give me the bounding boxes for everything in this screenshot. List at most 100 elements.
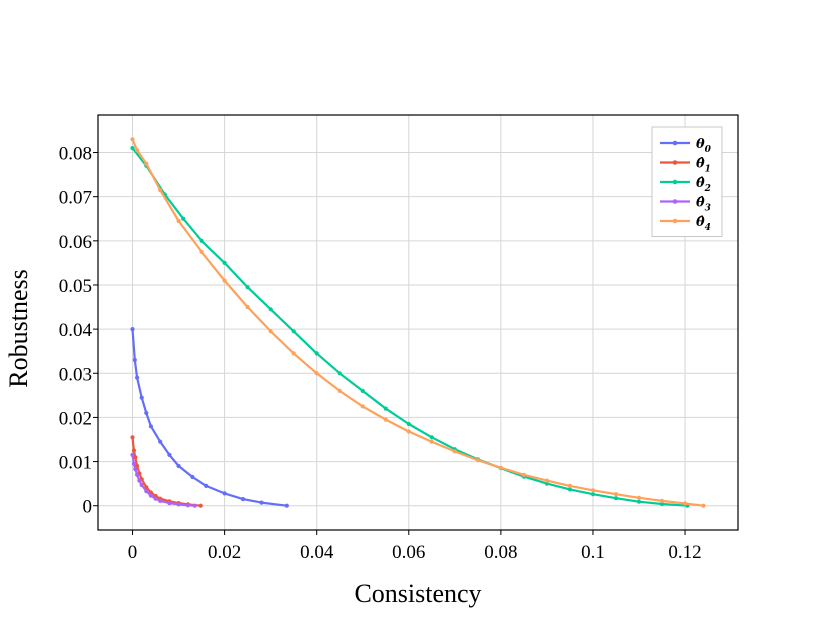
data-point [222, 278, 227, 283]
y-tick-label: 0.07 [59, 188, 92, 209]
data-point [132, 357, 137, 363]
data-point [222, 260, 227, 265]
data-point [360, 404, 365, 409]
data-point [429, 439, 434, 444]
data-point [429, 435, 434, 440]
data-point [337, 371, 342, 376]
data-point [181, 216, 186, 221]
data-point [176, 218, 181, 224]
data-point [176, 502, 181, 507]
data-point [544, 478, 550, 483]
data-point [521, 472, 527, 477]
data-point [544, 481, 550, 486]
data-point [135, 148, 140, 153]
data-point [176, 463, 181, 469]
data-point [314, 371, 319, 376]
legend: θ0 θ̂1θ̂2 θ̂3θ̂4 [651, 126, 723, 237]
data-point [406, 429, 411, 434]
series-3 [130, 452, 197, 508]
x-tick-label: 0.08 [484, 542, 517, 563]
data-point [199, 238, 204, 243]
legend-label: θ0 [696, 137, 712, 155]
y-tick-label: 0.06 [59, 232, 92, 253]
data-point [144, 410, 149, 416]
data-point [135, 463, 140, 469]
legend-item: θ̂3 [660, 196, 711, 214]
data-point [135, 375, 140, 380]
data-point [683, 501, 688, 506]
data-point [204, 483, 209, 488]
legend-item: θ̂1 [660, 157, 711, 175]
x-tick-label: 0 [128, 542, 138, 563]
data-point [475, 458, 480, 463]
series-0 [130, 327, 289, 508]
data-point [144, 489, 149, 494]
legend-label: θ̂2 [696, 176, 711, 194]
y-tick-label: 0.02 [59, 408, 92, 429]
tick-marks [93, 152, 686, 535]
x-tick-label: 0.12 [668, 542, 701, 563]
data-point [199, 249, 204, 254]
data-point [148, 493, 153, 498]
legend-marker [672, 218, 678, 224]
data-point [590, 492, 596, 497]
data-point [190, 474, 195, 480]
data-point [452, 449, 457, 454]
series-line [131, 138, 704, 507]
data-point [158, 498, 163, 503]
grid-lines [98, 115, 738, 530]
legend-item: θ̂4 [660, 215, 711, 233]
data-point [590, 488, 596, 493]
data-point [192, 503, 197, 508]
y-tick-label: 0.04 [59, 320, 93, 341]
data-point [383, 406, 388, 411]
data-point [153, 496, 158, 501]
x-tick-label: 0.06 [392, 542, 425, 563]
y-axis-title: Robustness [4, 269, 33, 387]
y-tick-label: 0.01 [59, 453, 92, 474]
series-line [131, 147, 688, 507]
data-point [567, 483, 573, 488]
data-point [135, 472, 140, 477]
data-point [131, 448, 136, 453]
data-point [144, 161, 149, 166]
data-point [148, 424, 153, 429]
data-point [701, 503, 706, 508]
data-point [360, 388, 365, 393]
data-point [636, 499, 642, 504]
data-point [222, 491, 227, 496]
y-tick-label: 0 [83, 497, 93, 518]
y-tick-labels: 0 0.01 0.02 0.03 0.04 0.05 0.06 0.07 0.08 [59, 144, 93, 518]
x-axis-title: Consistency [354, 579, 481, 608]
data-point [406, 421, 411, 427]
data-point [314, 351, 319, 356]
data-point [659, 498, 665, 503]
series-layer [130, 137, 706, 508]
data-point [130, 327, 135, 332]
legend-marker [672, 140, 678, 146]
data-point [245, 285, 250, 290]
series-2 [130, 146, 690, 508]
legend-marker [672, 199, 678, 204]
data-point [167, 452, 172, 457]
data-point [259, 500, 264, 505]
data-point [158, 188, 163, 193]
data-point [139, 395, 144, 400]
data-point [139, 482, 144, 488]
data-point [613, 496, 619, 501]
data-point [131, 461, 136, 466]
data-point [245, 304, 250, 310]
data-point [291, 329, 296, 334]
data-point [130, 452, 135, 457]
data-point [284, 503, 289, 508]
data-point [268, 307, 273, 312]
data-point [185, 503, 190, 508]
data-point [567, 487, 573, 492]
y-tick-label: 0.08 [59, 144, 92, 165]
x-tick-label: 0.02 [208, 542, 241, 563]
data-point [240, 497, 246, 502]
data-point [498, 465, 503, 470]
series-4 [130, 137, 706, 508]
series-line [131, 437, 201, 507]
x-tick-labels: 0 0.02 0.04 0.06 0.08 0.1 0.12 [128, 542, 702, 563]
